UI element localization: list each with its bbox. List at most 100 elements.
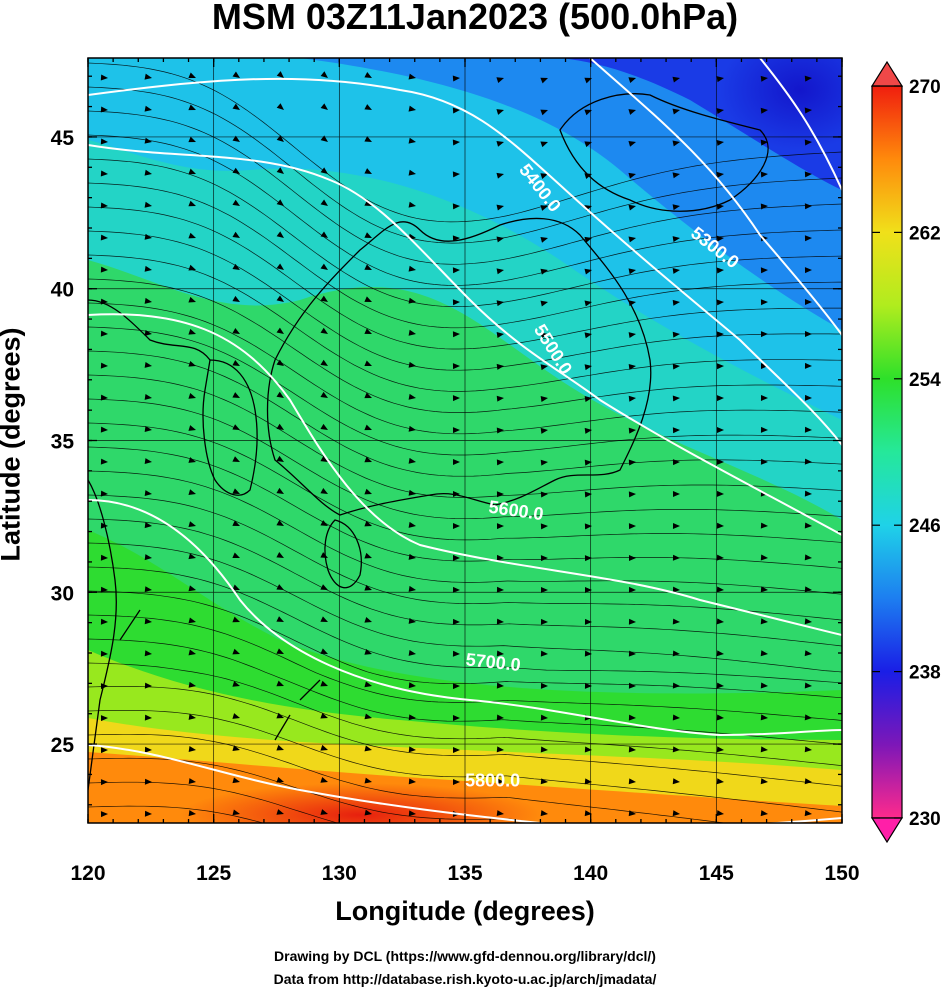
wind-arrowhead: [672, 267, 680, 274]
wind-arrowhead: [540, 332, 548, 339]
wind-arrowhead: [584, 236, 592, 243]
wind-arrowhead: [276, 809, 284, 815]
contour-5300: [589, 58, 842, 336]
wind-arrowhead: [760, 458, 768, 465]
wind-arrowhead: [232, 616, 240, 623]
wind-arrowhead: [144, 105, 152, 112]
wind-arrowhead: [232, 424, 240, 430]
wind-arrowhead: [276, 744, 284, 751]
wind-arrowhead: [408, 73, 416, 80]
wind-arrowhead: [540, 109, 548, 116]
streamline: [88, 709, 842, 813]
wind-arrowhead: [804, 139, 812, 146]
wind-arrowhead: [496, 204, 504, 211]
wind-arrowhead: [100, 747, 108, 754]
wind-arrowhead: [716, 490, 724, 497]
wind-arrowhead: [584, 491, 592, 498]
wind-arrowhead: [760, 810, 768, 817]
streamline: [88, 206, 842, 350]
wind-arrowhead: [320, 135, 328, 142]
wind-arrowhead: [804, 107, 812, 114]
wind-arrowhead: [452, 171, 460, 178]
wind-arrowhead: [716, 299, 724, 306]
wind-arrowhead: [408, 425, 416, 432]
wind-arrowhead: [496, 650, 504, 657]
wind-arrowhead: [540, 236, 548, 243]
wind-arrowhead: [232, 777, 240, 784]
wind-arrowhead: [496, 332, 504, 338]
wind-arrowhead: [100, 362, 108, 369]
wind-arrowhead: [188, 264, 196, 271]
wind-arrowhead: [144, 778, 152, 785]
wind-arrowhead: [144, 618, 152, 625]
wind-arrowhead: [408, 265, 416, 272]
wind-arrowhead: [144, 490, 152, 497]
wind-arrowhead: [320, 584, 328, 590]
wind-arrowhead: [100, 586, 108, 593]
wind-arrowhead: [628, 172, 636, 179]
wind-arrowhead: [144, 554, 152, 561]
wind-arrowhead: [276, 263, 284, 270]
wind-arrowhead: [584, 332, 592, 339]
wind-arrowhead: [584, 77, 592, 84]
coastline-islands: [119, 609, 321, 741]
wind-arrowhead: [628, 682, 636, 689]
wind-arrowhead: [628, 523, 636, 530]
wind-arrowhead: [584, 555, 592, 562]
coastline-kyushu: [324, 519, 362, 589]
wind-arrowhead: [804, 362, 812, 369]
wind-arrowhead: [804, 490, 812, 497]
temp-band-blue: [300, 58, 842, 330]
wind-arrowhead: [760, 139, 768, 146]
wind-arrowhead: [232, 167, 240, 174]
wind-arrowhead: [760, 426, 768, 433]
wind-arrowhead: [276, 391, 284, 398]
wind-arrowhead: [408, 361, 416, 368]
y-tick-label: 25: [51, 734, 75, 757]
wind-arrowhead: [364, 777, 372, 784]
wind-arrowhead: [232, 295, 240, 302]
x-tick-label: 130: [322, 862, 357, 885]
y-tick-label: 35: [51, 431, 75, 454]
wind-arrowhead: [496, 300, 504, 307]
wind-arrowhead: [364, 681, 372, 688]
wind-arrowhead: [188, 521, 196, 528]
wind-arrowhead: [540, 650, 548, 657]
wind-arrowhead: [496, 77, 504, 84]
wind-arrowhead: [716, 554, 724, 561]
wind-arrowhead: [232, 199, 240, 206]
wind-arrowhead: [540, 682, 548, 689]
wind-arrowhead: [804, 714, 812, 721]
wind-arrowhead: [188, 553, 196, 560]
wind-arrowhead: [320, 359, 328, 366]
wind-arrowhead: [628, 236, 636, 243]
wind-arrowhead: [540, 618, 548, 625]
wind-arrowhead: [672, 108, 680, 115]
wind-arrowhead: [540, 268, 548, 275]
wind-arrowhead: [628, 555, 636, 562]
wind-arrowhead: [276, 71, 284, 78]
wind-arrowhead: [320, 616, 328, 622]
wind-arrowhead: [804, 650, 812, 657]
wind-arrowhead: [452, 395, 460, 402]
wind-arrowhead: [760, 107, 768, 114]
wind-arrowhead: [716, 108, 724, 115]
y-tick-label: 30: [51, 582, 74, 605]
wind-arrowhead: [584, 778, 592, 785]
wind-arrowhead: [232, 135, 240, 142]
wind-arrowhead: [716, 586, 724, 593]
wind-arrowhead: [716, 331, 724, 338]
wind-arrowhead: [320, 680, 328, 687]
wind-arrowhead: [144, 73, 152, 80]
wind-arrowhead: [540, 77, 548, 84]
contour-label: 5800.0: [465, 771, 520, 791]
wind-arrowhead: [584, 173, 592, 179]
streamline: [88, 830, 248, 842]
wind-arrowhead: [760, 586, 768, 593]
wind-arrowhead: [408, 489, 416, 496]
streamline: [88, 254, 842, 392]
wind-arrowhead: [760, 267, 768, 274]
x-tick-label: 150: [824, 862, 859, 885]
wind-arrowhead: [804, 426, 812, 433]
coastline-hokkaido: [559, 93, 769, 212]
